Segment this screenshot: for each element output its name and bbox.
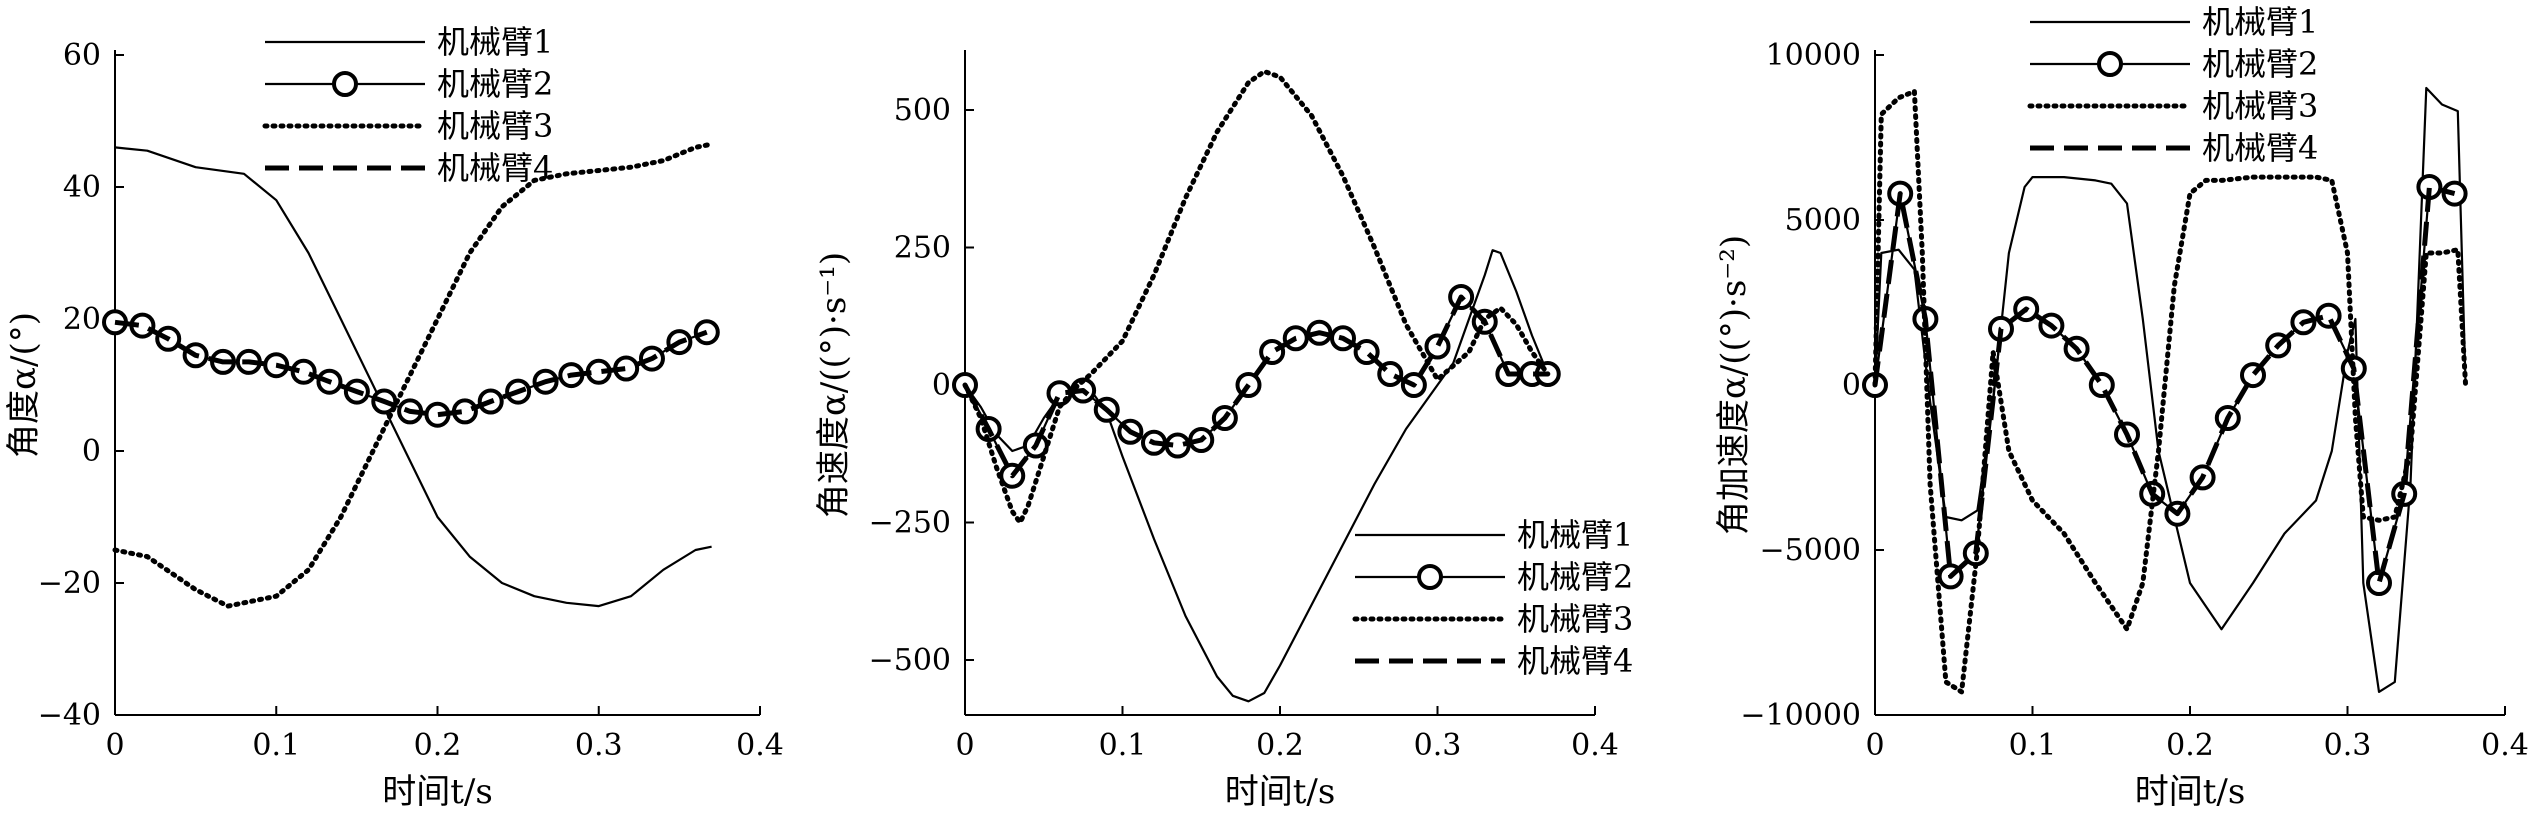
series-line-4 (1872, 184, 2456, 586)
series-line-4 (962, 294, 1548, 479)
x-tick-label: 0.1 (252, 728, 300, 763)
legend-label-2: 机械臂2 (1517, 558, 1633, 596)
x-tick-label: 0.1 (1099, 728, 1147, 763)
legend-label-1: 机械臂1 (2202, 3, 2318, 41)
legend: 机械臂1 机械臂2 机械臂3 机械臂4 (1352, 516, 1633, 680)
x-tick-label: 0.3 (2324, 728, 2372, 763)
x-tick-label: 0 (1865, 728, 1884, 763)
legend-marker (1417, 564, 1443, 590)
legend-marker (2097, 51, 2123, 77)
legend: 机械臂1 机械臂2 机械臂3 机械臂4 (262, 23, 553, 187)
legend: 机械臂1 机械臂2 机械臂3 机械臂4 (2027, 3, 2318, 167)
x-tick-label: 0 (955, 728, 974, 763)
y-axis-label: 角速度α/((°)·s⁻¹) (814, 252, 854, 518)
legend-label-2: 机械臂2 (2202, 45, 2318, 83)
data-point-marker (290, 358, 317, 385)
series-line-1 (114, 146, 712, 608)
legend-label-4: 机械臂4 (2202, 129, 2318, 167)
chart-panel-3: 0 0.1 0.2 0.3 0.4 −10000 −5000 0 5000 10000 时间t/s 角… (1714, 3, 2529, 812)
x-tick-label: 0 (105, 728, 124, 763)
y-tick-label: −40 (38, 698, 101, 733)
x-axis-label: 时间t/s (2135, 772, 2246, 812)
y-tick-label: 0 (82, 434, 101, 469)
y-tick-label: −250 (869, 506, 951, 541)
x-tick-label: 0.4 (1571, 728, 1619, 763)
legend-label-4: 机械臂4 (1517, 642, 1633, 680)
y-tick-label: 0 (1842, 368, 1861, 403)
x-tick-label: 0.4 (2481, 728, 2529, 763)
legend-label-3: 机械臂3 (2202, 87, 2318, 125)
y-tick-label: 500 (894, 93, 951, 128)
x-axis-label: 时间t/s (382, 772, 493, 812)
x-tick-label: 0.1 (2009, 728, 2057, 763)
x-tick-label: 0.3 (1414, 728, 1462, 763)
y-tick-label: 0 (932, 368, 951, 403)
y-tick-label: 10000 (1766, 38, 1861, 73)
legend-label-3: 机械臂3 (1517, 600, 1633, 638)
legend-label-1: 机械臂1 (1517, 516, 1633, 554)
data-point-marker (1424, 333, 1451, 360)
chart-panel-2: 0 0.1 0.2 0.3 0.4 −500 −250 0 250 500 时间t/s 角速度α/((… (814, 50, 1633, 812)
x-tick-label: 0.2 (2166, 728, 2214, 763)
y-tick-label: 40 (63, 170, 101, 205)
series-line-3 (1872, 88, 2469, 695)
x-axis-label: 时间t/s (1225, 772, 1336, 812)
legend-label-4: 机械臂4 (437, 149, 553, 187)
y-tick-label: −5000 (1760, 533, 1861, 568)
y-tick-label: −500 (869, 643, 951, 678)
series-line-1 (964, 249, 1549, 703)
y-tick-label: 20 (63, 302, 101, 337)
x-tick-label: 0.4 (736, 728, 784, 763)
y-tick-label: −20 (38, 566, 101, 601)
y-tick-label: 250 (894, 231, 951, 266)
legend-label-1: 机械臂1 (437, 23, 553, 61)
x-tick-label: 0.2 (1256, 728, 1304, 763)
series-line-3 (112, 141, 715, 609)
x-tick-label: 0.3 (575, 728, 623, 763)
y-tick-label: −10000 (1740, 698, 1861, 733)
y-axis-label: 角加速度α/((°)·s⁻²) (1714, 235, 1754, 535)
x-tick-label: 0.2 (414, 728, 462, 763)
series-line-3 (962, 69, 1551, 525)
chart-panel-1: 0 0.1 0.2 0.3 0.4 −40 −20 0 20 40 60 时间t/s 角度α/(°) 机械… (4, 23, 784, 812)
legend-marker (332, 71, 358, 97)
legend-label-2: 机械臂2 (437, 65, 553, 103)
y-tick-label: 5000 (1785, 203, 1861, 238)
data-point-marker (2315, 302, 2342, 329)
series-line-1 (1873, 86, 2467, 694)
y-tick-label: 60 (63, 38, 101, 73)
series-line-4 (114, 319, 708, 418)
y-axis-label: 角度α/(°) (4, 312, 44, 458)
legend-label-3: 机械臂3 (437, 107, 553, 145)
